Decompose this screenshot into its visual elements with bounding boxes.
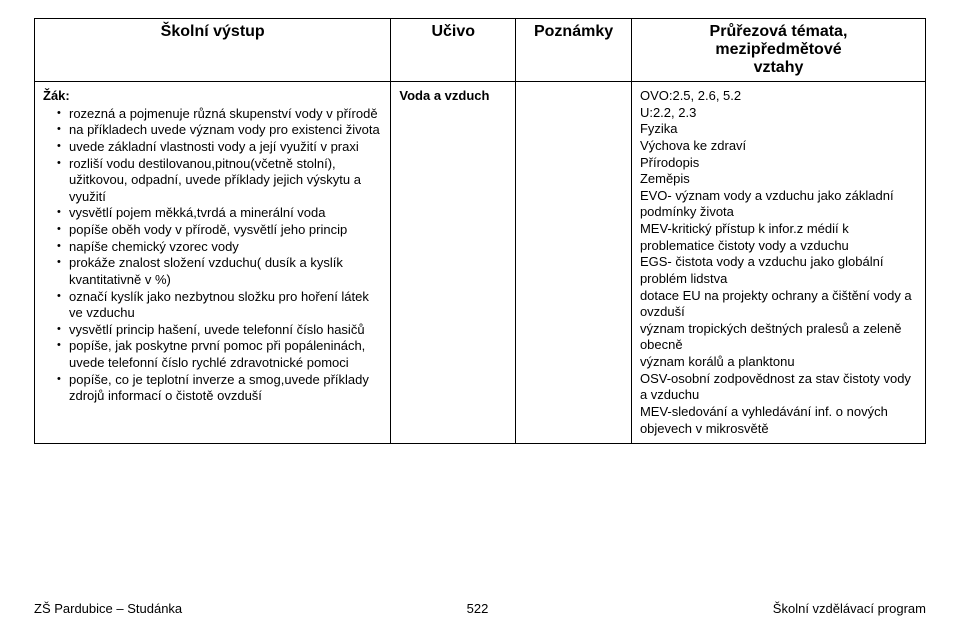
- zak-label: Žák:: [43, 88, 382, 105]
- list-item: na příkladech uvede význam vody pro exis…: [57, 122, 382, 139]
- cell-poznamky: [516, 82, 632, 444]
- theme-line: EGS- čistota vody a vzduchu jako globáln…: [640, 254, 917, 287]
- theme-line: význam korálů a planktonu: [640, 354, 917, 371]
- theme-line: OSV-osobní zodpovědnost za stav čistoty …: [640, 371, 917, 404]
- cell-skolni-vystup: Žák: rozezná a pojmenuje různá skupenstv…: [35, 82, 391, 444]
- list-item: prokáže znalost složení vzduchu( dusík a…: [57, 255, 382, 288]
- footer-center: 522: [467, 601, 489, 616]
- footer-left: ZŠ Pardubice – Studánka: [34, 601, 182, 616]
- header-c4-line3: vztahy: [638, 59, 919, 77]
- cell-ucivo: Voda a vzduch: [391, 82, 516, 444]
- header-c4-line1: Průřezová témata,: [638, 23, 919, 41]
- theme-line: Zeměpis: [640, 171, 917, 188]
- list-item: vysvětlí princip hašení, uvede telefonní…: [57, 322, 382, 339]
- theme-line: MEV-kritický přístup k infor.z médií k p…: [640, 221, 917, 254]
- header-poznamky: Poznámky: [516, 19, 632, 82]
- theme-line: Přírodopis: [640, 155, 917, 172]
- theme-line: OVO:2.5, 2.6, 5.2: [640, 88, 917, 105]
- table-row: Žák: rozezná a pojmenuje různá skupenstv…: [35, 82, 926, 444]
- outputs-list: rozezná a pojmenuje různá skupenství vod…: [43, 106, 382, 405]
- curriculum-table: Školní výstup Učivo Poznámky Průřezová t…: [34, 18, 926, 444]
- list-item: rozezná a pojmenuje různá skupenství vod…: [57, 106, 382, 123]
- theme-line: Fyzika: [640, 121, 917, 138]
- list-item: napíše chemický vzorec vody: [57, 239, 382, 256]
- theme-line: MEV-sledování a vyhledávání inf. o novýc…: [640, 404, 917, 437]
- theme-line: U:2.2, 2.3: [640, 105, 917, 122]
- page: Školní výstup Učivo Poznámky Průřezová t…: [0, 0, 960, 444]
- list-item: popíše oběh vody v přírodě, vysvětlí jeh…: [57, 222, 382, 239]
- list-item: popíše, jak poskytne první pomoc při pop…: [57, 338, 382, 371]
- theme-line: EVO- význam vody a vzduchu jako základní…: [640, 188, 917, 221]
- list-item: označí kyslík jako nezbytnou složku pro …: [57, 289, 382, 322]
- list-item: rozliší vodu destilovanou,pitnou(včetně …: [57, 156, 382, 206]
- cell-prurezova-temata: OVO:2.5, 2.6, 5.2 U:2.2, 2.3 Fyzika Vých…: [631, 82, 925, 444]
- table-header-row: Školní výstup Učivo Poznámky Průřezová t…: [35, 19, 926, 82]
- list-item: popíše, co je teplotní inverze a smog,uv…: [57, 372, 382, 405]
- theme-line: Výchova ke zdraví: [640, 138, 917, 155]
- header-c4-line2: mezipředmětové: [638, 41, 919, 59]
- header-ucivo: Učivo: [391, 19, 516, 82]
- header-skolni-vystup: Školní výstup: [35, 19, 391, 82]
- list-item: vysvětlí pojem měkká,tvrdá a minerální v…: [57, 205, 382, 222]
- footer-right: Školní vzdělávací program: [773, 601, 926, 616]
- list-item: uvede základní vlastnosti vody a její vy…: [57, 139, 382, 156]
- page-footer: ZŠ Pardubice – Studánka 522 Školní vzděl…: [0, 601, 960, 616]
- theme-line: dotace EU na projekty ochrany a čištění …: [640, 288, 917, 321]
- header-prurezova-temata: Průřezová témata, mezipředmětové vztahy: [631, 19, 925, 82]
- theme-line: význam tropických deštných pralesů a zel…: [640, 321, 917, 354]
